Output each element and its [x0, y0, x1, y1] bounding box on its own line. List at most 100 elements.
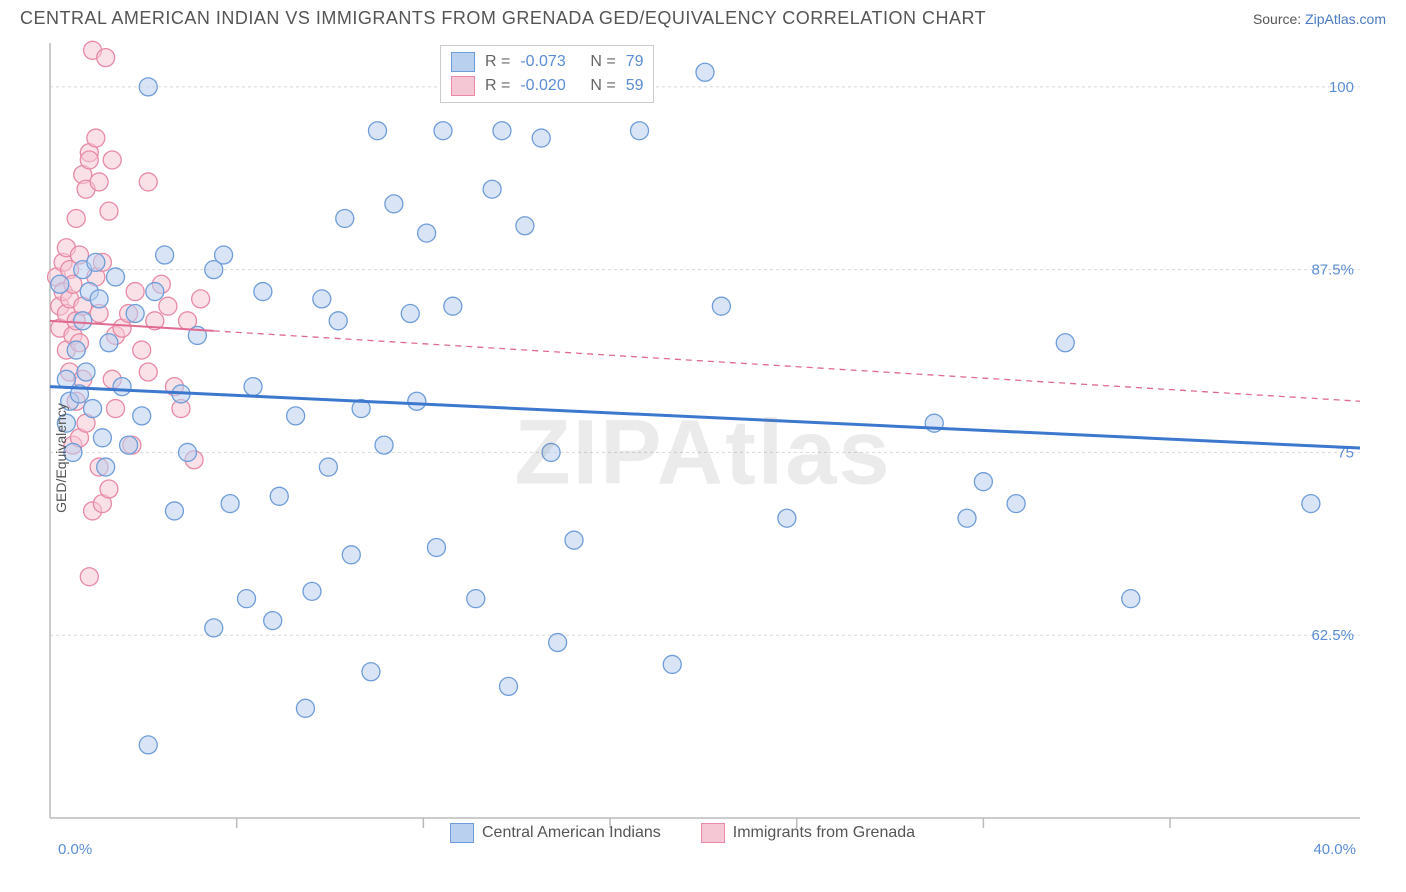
- legend-stats: R =-0.073N =79R =-0.020N =59: [440, 45, 654, 103]
- data-point: [77, 363, 95, 381]
- data-point: [133, 341, 151, 359]
- data-point: [107, 400, 125, 418]
- data-point: [1122, 590, 1140, 608]
- legend-stat-row: R =-0.073N =79: [451, 50, 643, 74]
- data-point: [244, 378, 262, 396]
- data-point: [375, 436, 393, 454]
- regression-line: [50, 387, 1360, 448]
- data-point: [712, 297, 730, 315]
- legend-R-value: -0.020: [520, 77, 580, 95]
- data-point: [362, 663, 380, 681]
- chart-title: CENTRAL AMERICAN INDIAN VS IMMIGRANTS FR…: [20, 8, 986, 29]
- legend-label: Immigrants from Grenada: [733, 824, 915, 842]
- legend-stat-row: R =-0.020N =59: [451, 74, 643, 98]
- data-point: [120, 436, 138, 454]
- data-point: [51, 275, 69, 293]
- data-point: [139, 363, 157, 381]
- data-point: [100, 202, 118, 220]
- data-point: [342, 546, 360, 564]
- data-point: [205, 619, 223, 637]
- legend-swatch: [701, 823, 725, 843]
- legend-R-label: R =: [485, 53, 510, 71]
- data-point: [126, 283, 144, 301]
- data-point: [532, 129, 550, 147]
- data-point: [254, 283, 272, 301]
- source-link[interactable]: ZipAtlas.com: [1305, 11, 1386, 27]
- data-point: [139, 173, 157, 191]
- data-point: [270, 487, 288, 505]
- data-point: [100, 334, 118, 352]
- legend-R-value: -0.073: [520, 53, 580, 71]
- data-point: [549, 634, 567, 652]
- data-point: [329, 312, 347, 330]
- data-point: [303, 582, 321, 600]
- data-point: [369, 122, 387, 140]
- data-point: [238, 590, 256, 608]
- data-point: [159, 297, 177, 315]
- data-point: [408, 392, 426, 410]
- chart-container: GED/Equivalency ZIPAtlas 62.5%7587.5%100…: [0, 33, 1406, 883]
- data-point: [418, 224, 436, 242]
- data-point: [296, 699, 314, 717]
- data-point: [113, 378, 131, 396]
- data-point: [133, 407, 151, 425]
- data-point: [139, 736, 157, 754]
- legend-label: Central American Indians: [482, 824, 661, 842]
- data-point: [631, 122, 649, 140]
- data-point: [67, 209, 85, 227]
- data-point: [97, 458, 115, 476]
- data-point: [67, 341, 85, 359]
- data-point: [97, 49, 115, 67]
- data-point: [74, 312, 92, 330]
- data-point: [221, 495, 239, 513]
- data-point: [107, 268, 125, 286]
- data-point: [156, 246, 174, 264]
- data-point: [434, 122, 452, 140]
- data-point: [319, 458, 337, 476]
- data-point: [287, 407, 305, 425]
- header: CENTRAL AMERICAN INDIAN VS IMMIGRANTS FR…: [0, 0, 1406, 33]
- data-point: [444, 297, 462, 315]
- source-prefix: Source:: [1253, 11, 1305, 27]
- data-point: [427, 538, 445, 556]
- data-point: [139, 78, 157, 96]
- y-tick-label: 100: [1329, 79, 1354, 96]
- data-point: [958, 509, 976, 527]
- data-point: [1007, 495, 1025, 513]
- scatter-chart: 62.5%7587.5%1000.0%40.0%: [0, 33, 1406, 883]
- data-point: [80, 151, 98, 169]
- data-point: [90, 173, 108, 191]
- data-point: [126, 305, 144, 323]
- data-point: [401, 305, 419, 323]
- data-point: [264, 612, 282, 630]
- legend-swatch: [451, 76, 475, 96]
- x-tick-label: 0.0%: [58, 841, 92, 858]
- legend-N-value: 59: [626, 77, 644, 95]
- data-point: [87, 253, 105, 271]
- data-point: [1302, 495, 1320, 513]
- data-point: [500, 677, 518, 695]
- data-point: [493, 122, 511, 140]
- data-point: [87, 129, 105, 147]
- y-tick-label: 62.5%: [1311, 627, 1354, 644]
- data-point: [1056, 334, 1074, 352]
- legend-series: Central American Indians Immigrants from …: [450, 823, 915, 843]
- data-point: [80, 568, 98, 586]
- y-tick-label: 87.5%: [1311, 262, 1354, 279]
- data-point: [467, 590, 485, 608]
- data-point: [215, 246, 233, 264]
- regression-line: [214, 331, 1360, 401]
- data-point: [483, 180, 501, 198]
- legend-item: Immigrants from Grenada: [701, 823, 915, 843]
- data-point: [146, 283, 164, 301]
- legend-N-label: N =: [590, 77, 615, 95]
- data-point: [663, 655, 681, 673]
- data-point: [516, 217, 534, 235]
- data-point: [179, 443, 197, 461]
- data-point: [84, 400, 102, 418]
- data-point: [93, 429, 111, 447]
- legend-swatch: [450, 823, 474, 843]
- data-point: [696, 63, 714, 81]
- data-point: [90, 290, 108, 308]
- data-point: [336, 209, 354, 227]
